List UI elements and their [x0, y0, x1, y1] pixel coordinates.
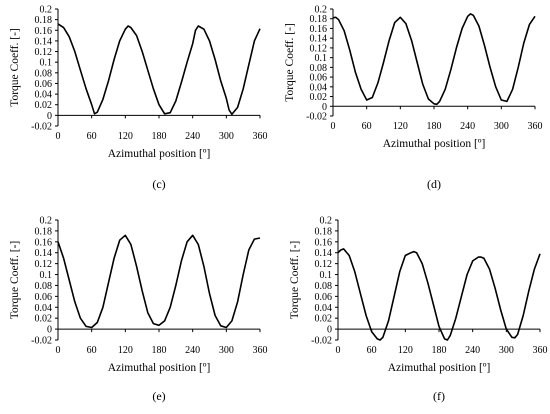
y-tick-label: 0.12 — [315, 259, 333, 270]
y-tick-label: 0.08 — [35, 68, 53, 79]
series-line — [337, 248, 541, 341]
y-tick-label: 0.06 — [35, 79, 53, 90]
x-tick-label: 180 — [432, 345, 447, 356]
y-tick-label: 0.18 — [35, 15, 53, 26]
y-tick-label: 0.12 — [310, 43, 328, 54]
y-tick-label: -0.02 — [31, 122, 52, 133]
y-tick-label: 0.14 — [310, 34, 328, 45]
x-tick-label: 360 — [533, 345, 548, 356]
x-axis-title: Azimuthal position [º] — [383, 138, 486, 150]
panel-caption: (d) — [427, 177, 441, 191]
y-tick-label: 0.14 — [315, 248, 333, 259]
y-tick-label: 0.16 — [35, 26, 53, 37]
y-tick-label: 0.02 — [315, 314, 333, 325]
y-tick-label: 0.04 — [35, 90, 53, 101]
series-line — [332, 13, 536, 106]
y-tick-label: 0.06 — [35, 292, 53, 303]
y-tick-label: 0.1 — [40, 58, 53, 69]
x-tick-label: 0 — [336, 345, 341, 356]
y-tick-label: 0 — [327, 325, 332, 336]
y-tick-label: 0.2 — [320, 216, 333, 227]
y-tick-label: 0.04 — [315, 303, 333, 314]
x-tick-label: 0 — [56, 131, 61, 142]
y-tick-label: 0.12 — [35, 47, 53, 58]
y-tick-label: 0.14 — [35, 248, 53, 259]
y-tick-label: 0.16 — [35, 237, 53, 248]
x-tick-label: 120 — [118, 131, 133, 142]
x-tick-label: 60 — [367, 345, 377, 356]
y-axis-title: Torque Coeff. [-] — [289, 241, 301, 320]
y-tick-label: 0.18 — [310, 14, 328, 25]
panel-caption: (f) — [433, 389, 445, 403]
x-tick-label: 240 — [185, 345, 200, 356]
y-tick-label: 0.04 — [310, 82, 328, 93]
y-tick-label: 0.02 — [35, 100, 53, 111]
y-tick-label: 0.02 — [310, 92, 328, 103]
y-tick-label: 0.02 — [35, 314, 53, 325]
y-tick-label: 0.06 — [310, 73, 328, 84]
y-tick-label: 0 — [47, 111, 52, 122]
series-line — [57, 234, 261, 329]
y-tick-label: 0.1 — [315, 53, 328, 64]
y-tick-label: 0.08 — [35, 281, 53, 292]
panel-caption: (c) — [152, 177, 165, 191]
y-tick-label: 0.2 — [315, 5, 328, 16]
x-tick-label: 0 — [331, 121, 336, 132]
y-tick-label: 0.2 — [40, 5, 53, 16]
y-tick-label: 0.18 — [35, 226, 53, 237]
y-tick-label: 0.08 — [310, 63, 328, 74]
y-tick-label: 0.08 — [315, 281, 333, 292]
x-tick-label: 300 — [219, 345, 234, 356]
x-tick-label: 240 — [465, 345, 480, 356]
y-tick-label: -0.02 — [31, 336, 52, 347]
series-line — [57, 23, 261, 116]
x-tick-label: 300 — [499, 345, 514, 356]
x-axis-title: Azimuthal position [º] — [388, 362, 491, 374]
x-tick-label: 240 — [460, 121, 475, 132]
y-tick-label: -0.02 — [311, 336, 332, 347]
y-tick-label: 0.16 — [310, 24, 328, 35]
x-tick-label: 60 — [87, 345, 97, 356]
y-tick-label: 0.1 — [320, 270, 333, 281]
x-tick-label: 60 — [362, 121, 372, 132]
x-tick-label: 300 — [494, 121, 509, 132]
x-tick-label: 180 — [152, 345, 167, 356]
y-axis-title: Torque Coeff. [-] — [284, 23, 296, 102]
panel-caption: (e) — [152, 389, 165, 403]
x-tick-label: 60 — [87, 131, 97, 142]
y-axis-title: Torque Coeff. [-] — [9, 241, 21, 320]
x-tick-label: 120 — [118, 345, 133, 356]
x-tick-label: 360 — [528, 121, 543, 132]
y-tick-label: 0 — [47, 325, 52, 336]
y-tick-label: 0 — [322, 102, 327, 113]
x-tick-label: 360 — [253, 131, 268, 142]
x-axis-title: Azimuthal position [º] — [108, 362, 211, 374]
y-axis-title: Torque Coeff. [-] — [9, 28, 21, 107]
x-tick-label: 180 — [427, 121, 442, 132]
y-tick-label: 0.04 — [35, 303, 53, 314]
y-tick-label: 0.12 — [35, 259, 53, 270]
x-tick-label: 180 — [152, 131, 167, 142]
x-tick-label: 120 — [398, 345, 413, 356]
y-tick-label: 0.2 — [40, 216, 53, 227]
x-tick-label: 0 — [56, 345, 61, 356]
y-tick-label: 0.1 — [40, 270, 53, 281]
x-tick-label: 300 — [219, 131, 234, 142]
y-tick-label: 0.14 — [35, 36, 53, 47]
x-tick-label: 240 — [185, 131, 200, 142]
y-tick-label: 0.06 — [315, 292, 333, 303]
y-tick-label: -0.02 — [306, 112, 327, 123]
x-tick-label: 120 — [393, 121, 408, 132]
y-tick-label: 0.16 — [315, 237, 333, 248]
x-axis-title: Azimuthal position [º] — [108, 148, 211, 160]
y-tick-label: 0.18 — [315, 226, 333, 237]
x-tick-label: 360 — [253, 345, 268, 356]
